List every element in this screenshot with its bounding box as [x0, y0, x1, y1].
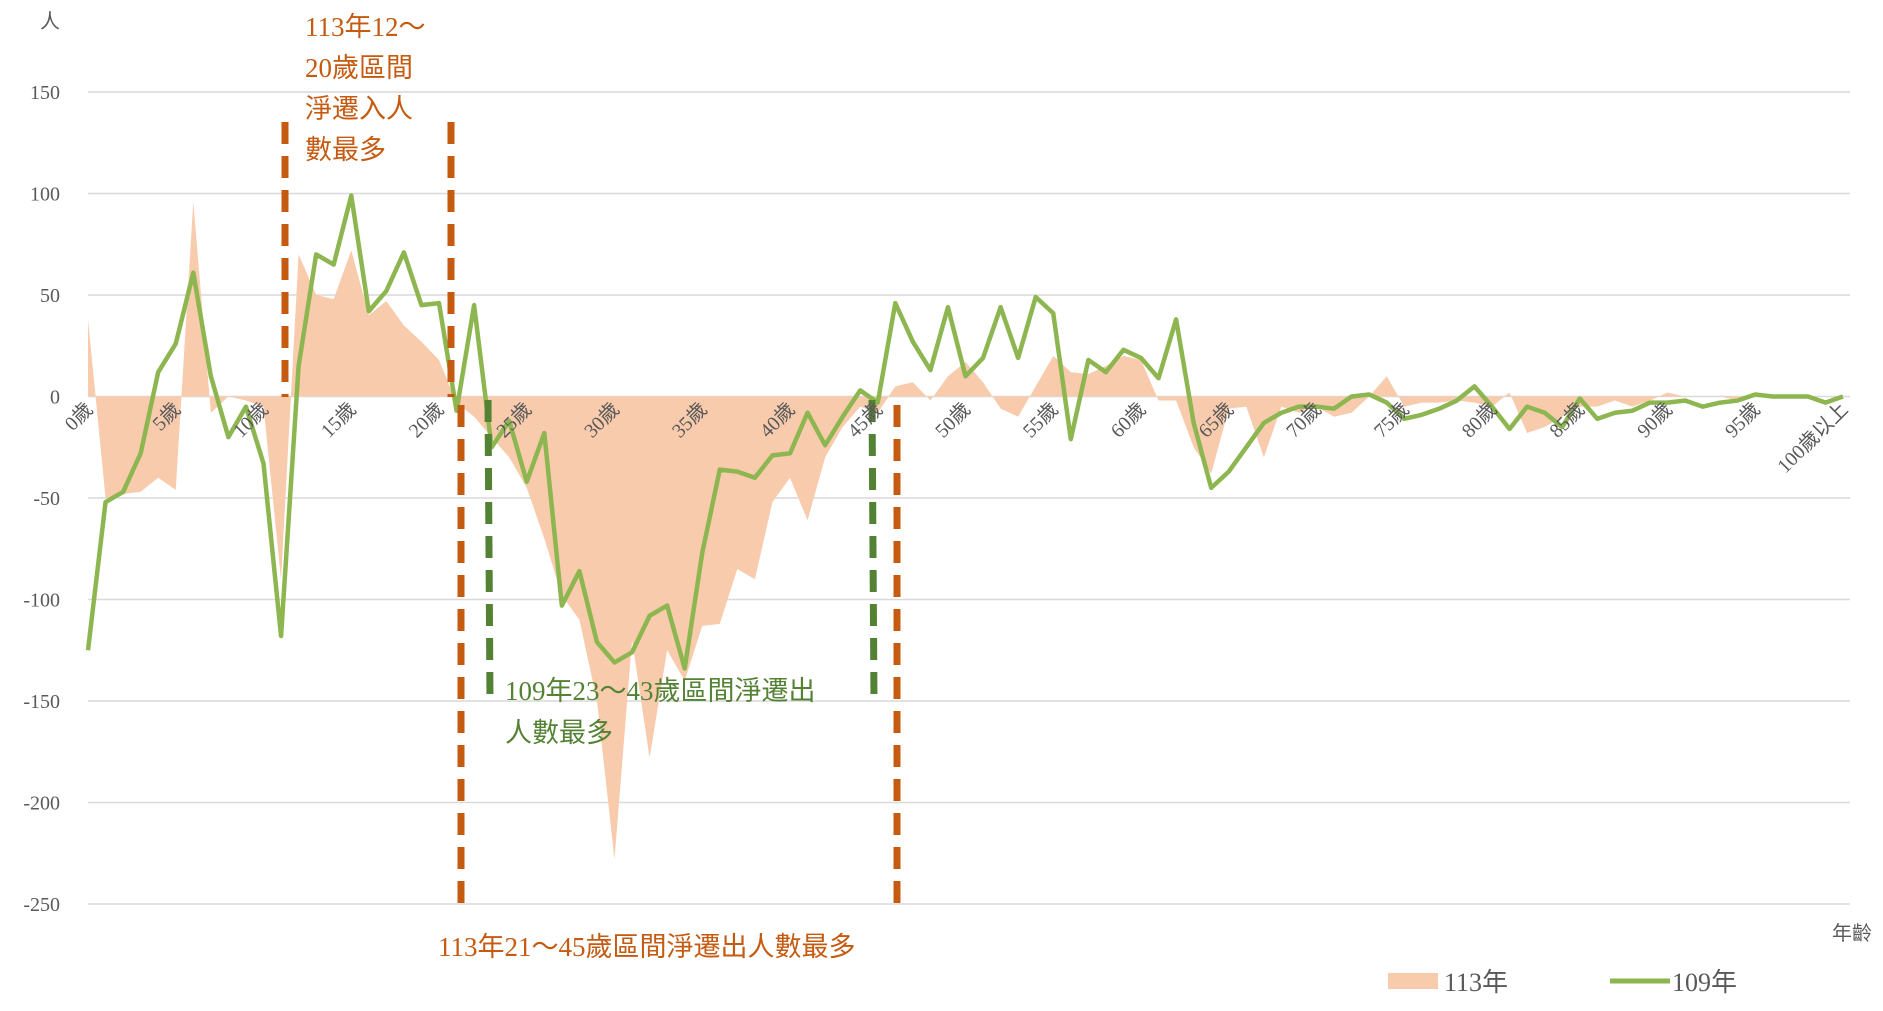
annotation: 113年21～45歲區間淨遷出人數最多 [438, 932, 856, 962]
y-axis-label: 人 [40, 10, 60, 33]
x-tick-label: 15歲 [316, 398, 361, 443]
y-tick-label: -200 [23, 793, 60, 815]
annotation: 數最多 [305, 135, 386, 165]
x-tick-label: 50歲 [930, 398, 975, 443]
x-tick-label: 95歲 [1720, 398, 1765, 443]
line [85, 193, 1844, 671]
x-tick-label: 60歲 [1106, 398, 1151, 443]
y-tick-label: -150 [23, 691, 60, 713]
annotation-lines [281, 122, 901, 904]
legend-label: 109年 [1672, 968, 1737, 997]
annotation: 淨遷入人 [305, 94, 413, 124]
x-axis-label: 年齡 [1832, 922, 1872, 945]
y-tick-label: 0 [50, 387, 60, 409]
plot [85, 91, 1850, 905]
y-tick-label: -100 [23, 590, 60, 612]
legend-label: 113年 [1444, 968, 1508, 997]
x-tick-label: 80歲 [1457, 398, 1502, 443]
area [88, 201, 1843, 860]
y-tick-label: -50 [33, 488, 60, 510]
y-tick-label: 100 [30, 184, 60, 206]
annotation: 人數最多 [505, 718, 613, 748]
annotation: 109年23～43歲區間淨遷出 [505, 676, 816, 706]
annotation: 113年12～ [305, 12, 426, 42]
dashed-line [868, 399, 878, 702]
dashed-line [484, 399, 494, 702]
x-tick-label: 20歲 [404, 398, 449, 443]
legend-swatch [1388, 973, 1438, 989]
y-tick-label: -250 [23, 894, 60, 916]
annotation: 20歲區間 [305, 53, 413, 83]
y-tick-label: 50 [40, 285, 60, 307]
x-tick-label: 100歲以上 [1773, 398, 1853, 478]
x-tick-label: 0歲 [60, 398, 97, 435]
y-tick-label: 150 [30, 82, 60, 104]
